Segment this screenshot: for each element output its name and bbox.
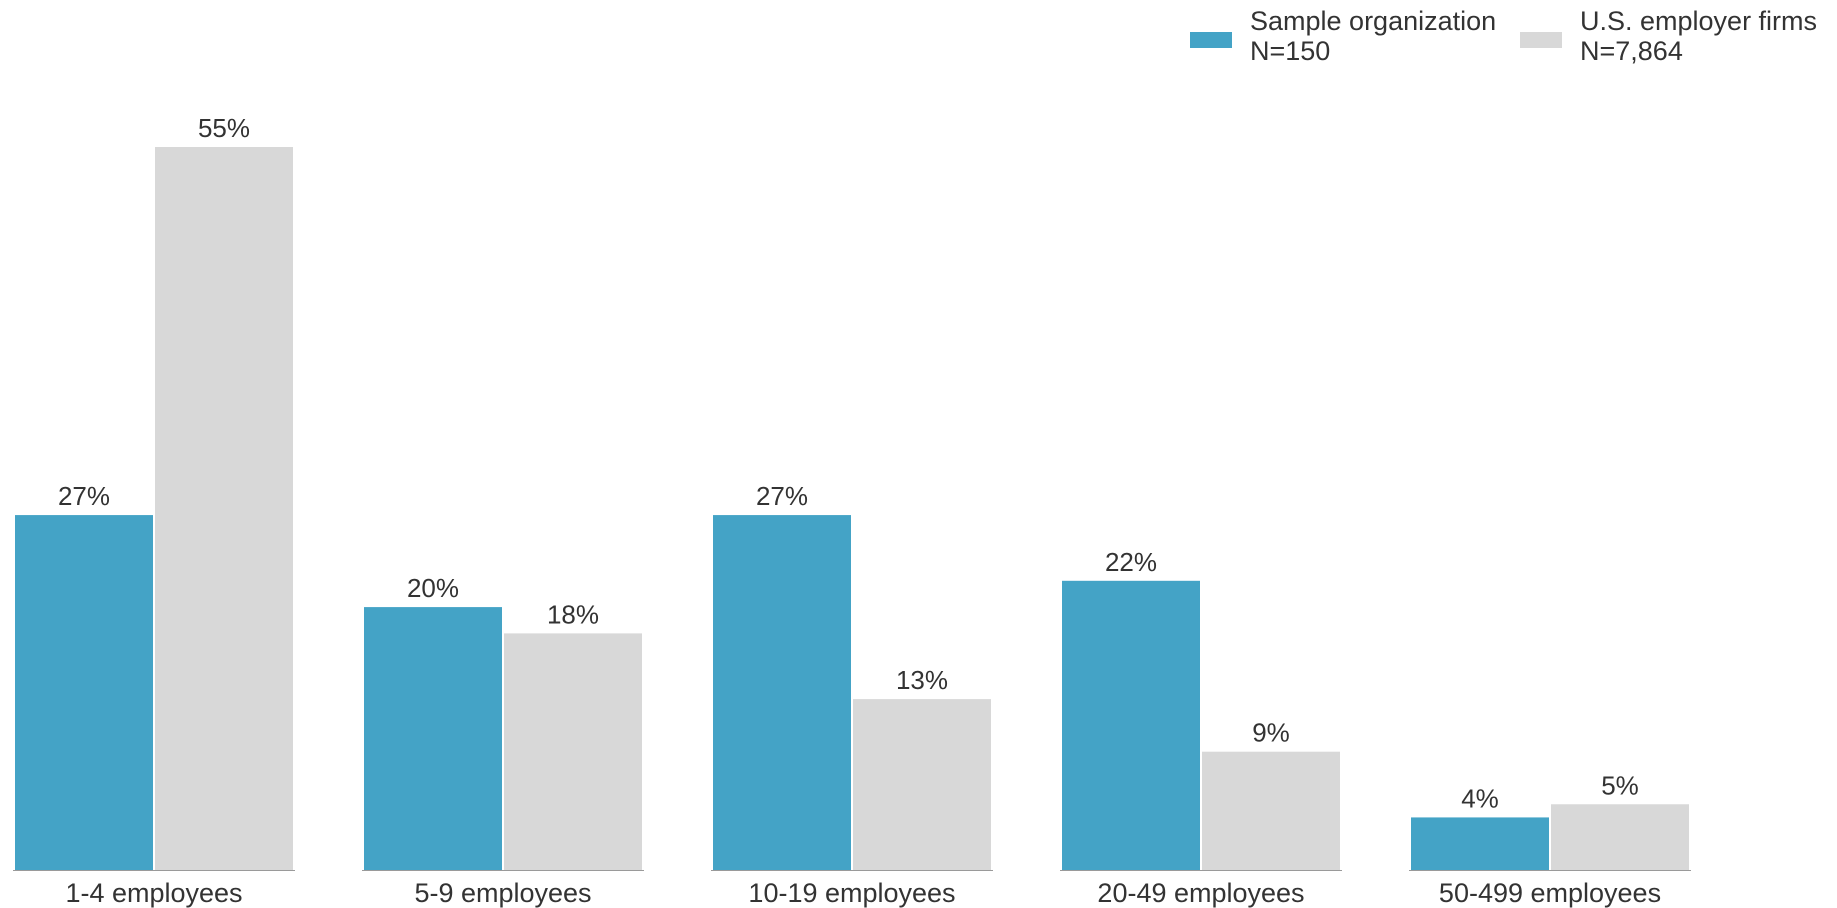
legend-item-sample-organization: Sample organization N=150 [1190,6,1496,66]
category-label-20-49-employees: 20-49 employees [1097,878,1304,908]
bar-u-s-employer-firms-1-4-employees [155,147,293,870]
value-label-u-s-employer-firms-5-9-employees: 18% [547,599,599,629]
bar-sample-organization-10-19-employees [713,515,851,870]
value-label-sample-organization-5-9-employees: 20% [407,573,459,603]
legend-label-us-employer-firms: U.S. employer firms [1580,6,1817,36]
legend-label-sample-organization: Sample organization [1250,6,1496,36]
bar-u-s-employer-firms-5-9-employees [504,633,642,870]
legend-item-us-employer-firms: U.S. employer firms N=7,864 [1520,6,1817,66]
legend: Sample organization N=150 U.S. employer … [1190,6,1817,66]
bar-sample-organization-1-4-employees [15,515,153,870]
legend-subtitle-us-employer-firms: N=7,864 [1580,36,1683,66]
category-label-50-499-employees: 50-499 employees [1439,878,1661,908]
value-label-u-s-employer-firms-20-49-employees: 9% [1252,718,1290,748]
category-label-10-19-employees: 10-19 employees [748,878,955,908]
category-label-5-9-employees: 5-9 employees [414,878,591,908]
value-label-u-s-employer-firms-1-4-employees: 55% [198,113,250,143]
value-label-sample-organization-20-49-employees: 22% [1105,547,1157,577]
bar-sample-organization-20-49-employees [1062,580,1200,870]
legend-subtitle-sample-organization: N=150 [1250,36,1330,66]
category-label-1-4-employees: 1-4 employees [65,878,242,908]
bar-u-s-employer-firms-10-19-employees [853,699,991,870]
legend-swatch-us-employer-firms [1520,32,1562,48]
value-label-sample-organization-50-499-employees: 4% [1461,783,1499,813]
value-label-u-s-employer-firms-10-19-employees: 13% [896,665,948,695]
value-label-sample-organization-1-4-employees: 27% [58,481,110,511]
bar-sample-organization-5-9-employees [364,607,502,870]
plot-area: 27% 55% 1-4 employees 20% 18% 5-9 employees 27… [13,113,1691,908]
value-label-u-s-employer-firms-50-499-employees: 5% [1601,770,1639,800]
bar-u-s-employer-firms-20-49-employees [1202,751,1340,870]
legend-swatch-sample-organization [1190,32,1232,48]
bar-sample-organization-50-499-employees [1411,817,1549,870]
value-label-sample-organization-10-19-employees: 27% [756,481,808,511]
bar-u-s-employer-firms-50-499-employees [1551,804,1689,870]
